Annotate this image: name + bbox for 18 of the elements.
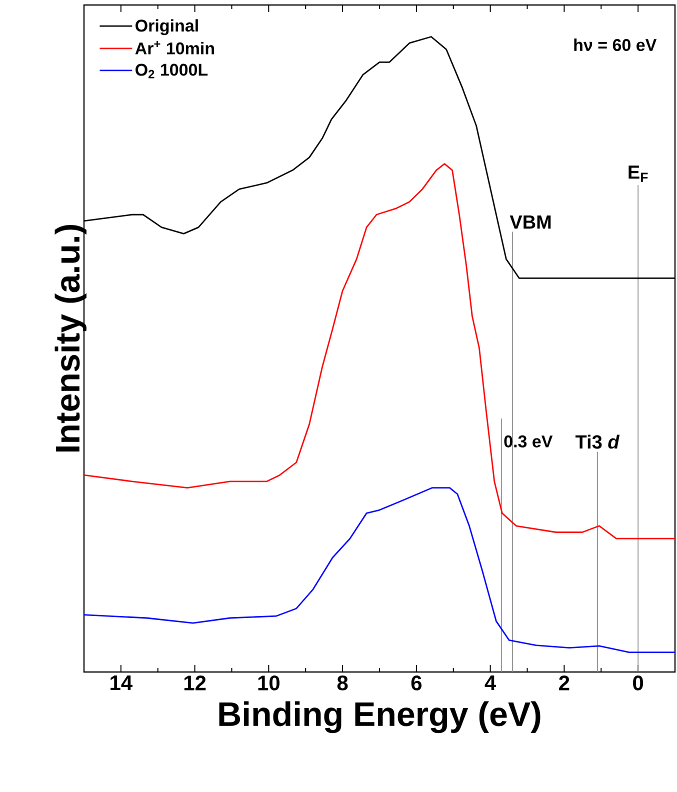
x-tick-label: 0 (633, 676, 644, 690)
x-tick-label: 12 (184, 676, 206, 690)
ref-line-label: E$_{F}$ (628, 166, 648, 182)
legend-label: Original (136, 19, 198, 36)
y-axis-title: Intensity (a.u.) (54, 224, 86, 452)
ref-line-label: Ti3 d (575, 434, 620, 449)
ref-line-label: VBM (510, 216, 551, 229)
x-tick-label: 4 (484, 676, 496, 690)
x-tick-label: 10 (258, 676, 280, 690)
annotation: 0.3 eV (504, 435, 553, 448)
x-tick-label: 6 (411, 676, 422, 690)
x-tick-label: 8 (337, 676, 348, 690)
legend-label: O$_{2}$ 1000L (136, 64, 208, 78)
annotation: hν = 60 eV (574, 38, 657, 52)
x-tick-label: 14 (110, 676, 132, 690)
x-tick-label: 2 (559, 676, 570, 690)
legend-label: Ar$^{+}$ 10min (135, 41, 214, 54)
x-axis-title: Binding Energy (eV) (219, 701, 540, 734)
